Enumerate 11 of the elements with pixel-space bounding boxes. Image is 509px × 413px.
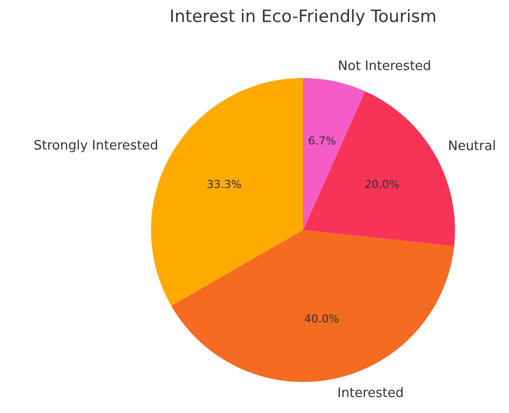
data-label: 6.7%: [308, 134, 336, 148]
chart-title: Interest in Eco-Friendly Tourism: [169, 7, 437, 27]
slice-label: Neutral: [448, 139, 496, 154]
slice-label: Strongly Interested: [34, 138, 158, 154]
data-label: 40.0%: [304, 312, 340, 326]
data-label: 20.0%: [364, 178, 400, 192]
slice-label: Not Interested: [338, 58, 432, 74]
slice-label: Interested: [337, 386, 404, 402]
pie-slice: [171, 230, 454, 382]
pie-slice: [303, 78, 366, 230]
data-label: 33.3%: [206, 178, 242, 191]
